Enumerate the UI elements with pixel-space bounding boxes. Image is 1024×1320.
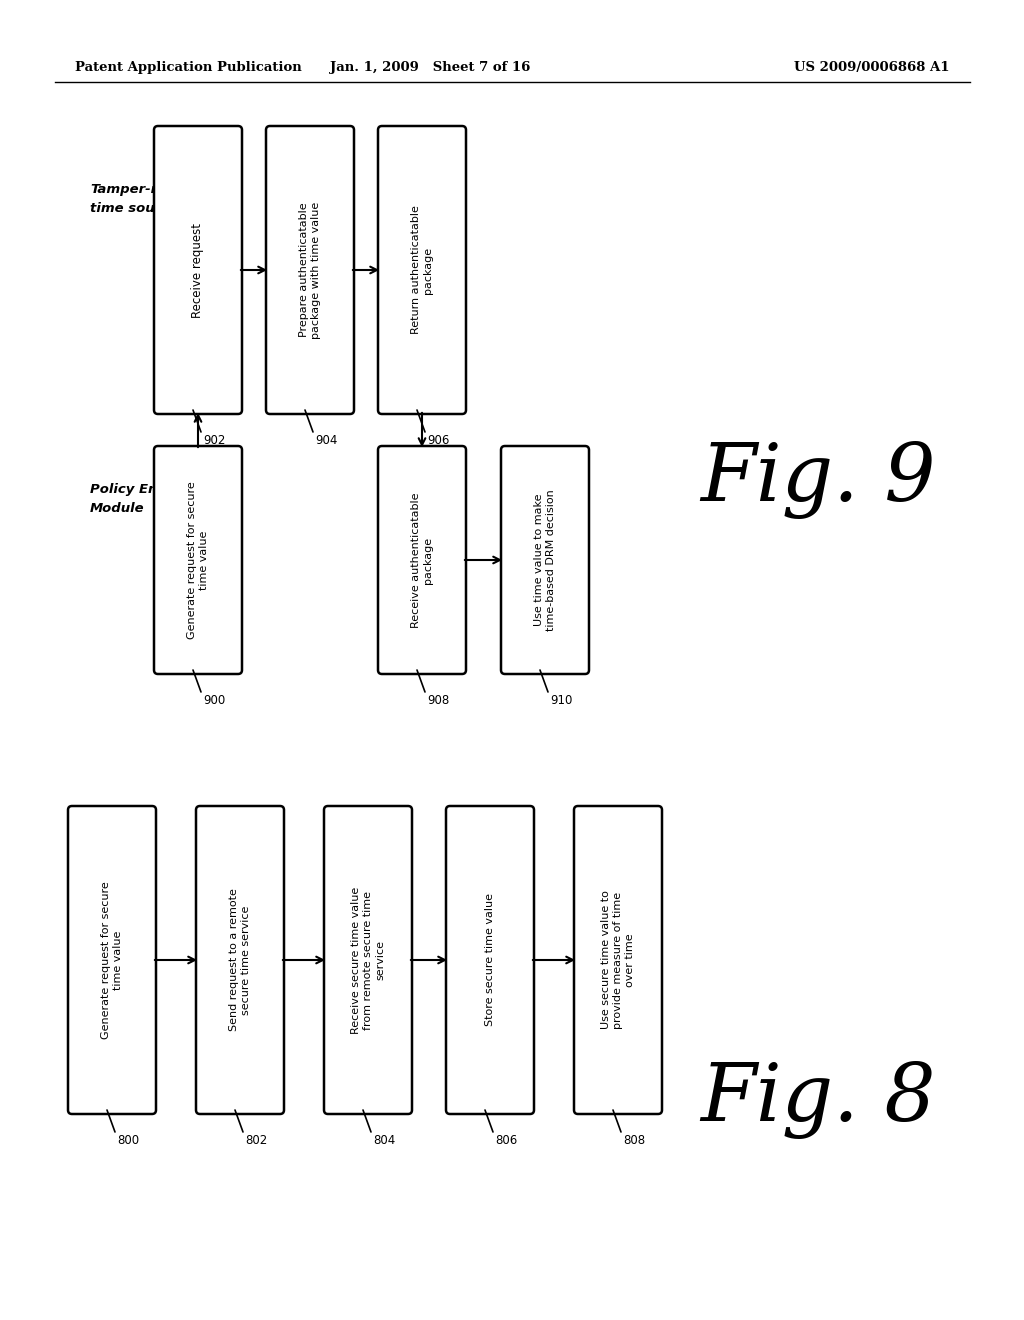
Text: Use time value to make
time-based DRM decision: Use time value to make time-based DRM de…	[534, 490, 556, 631]
FancyBboxPatch shape	[154, 446, 242, 675]
FancyBboxPatch shape	[154, 125, 242, 414]
FancyBboxPatch shape	[378, 125, 466, 414]
Text: 906: 906	[427, 434, 450, 447]
FancyBboxPatch shape	[446, 807, 534, 1114]
Text: 802: 802	[245, 1134, 267, 1147]
Text: 904: 904	[315, 434, 337, 447]
Text: US 2009/0006868 A1: US 2009/0006868 A1	[795, 62, 950, 74]
Text: Generate request for secure
time value: Generate request for secure time value	[186, 480, 209, 639]
Text: Prepare authenticatable
package with time value: Prepare authenticatable package with tim…	[299, 202, 322, 339]
Text: 800: 800	[117, 1134, 139, 1147]
Text: Patent Application Publication: Patent Application Publication	[75, 62, 302, 74]
Text: time source: time source	[90, 202, 178, 214]
FancyBboxPatch shape	[68, 807, 156, 1114]
Text: Send request to a remote
secure time service: Send request to a remote secure time ser…	[228, 888, 251, 1031]
Text: 908: 908	[427, 694, 450, 708]
Text: Return authenticatable
package: Return authenticatable package	[411, 206, 433, 334]
Text: 808: 808	[623, 1134, 645, 1147]
Text: Receive request: Receive request	[191, 223, 205, 318]
Text: Receive authenticatable
package: Receive authenticatable package	[411, 492, 433, 628]
FancyBboxPatch shape	[266, 125, 354, 414]
FancyBboxPatch shape	[378, 446, 466, 675]
Text: Fig. 8: Fig. 8	[700, 1061, 936, 1139]
Text: 900: 900	[203, 694, 225, 708]
Text: 910: 910	[550, 694, 572, 708]
Text: Tamper-resistant: Tamper-resistant	[90, 183, 217, 197]
Text: Fig. 9: Fig. 9	[700, 441, 936, 519]
Text: Module: Module	[90, 502, 144, 515]
FancyBboxPatch shape	[196, 807, 284, 1114]
Text: Receive secure time value
from remote secure time
service: Receive secure time value from remote se…	[350, 886, 385, 1034]
Text: 902: 902	[203, 434, 225, 447]
Text: 804: 804	[373, 1134, 395, 1147]
FancyBboxPatch shape	[501, 446, 589, 675]
FancyBboxPatch shape	[324, 807, 412, 1114]
Text: Store secure time value: Store secure time value	[485, 894, 495, 1027]
Text: Use secure time value to
provide measure of time
over time: Use secure time value to provide measure…	[601, 891, 636, 1030]
Text: Jan. 1, 2009   Sheet 7 of 16: Jan. 1, 2009 Sheet 7 of 16	[330, 62, 530, 74]
Text: Policy Enforcement: Policy Enforcement	[90, 483, 234, 496]
FancyBboxPatch shape	[574, 807, 662, 1114]
Text: 806: 806	[495, 1134, 517, 1147]
Text: Generate request for secure
time value: Generate request for secure time value	[100, 882, 123, 1039]
